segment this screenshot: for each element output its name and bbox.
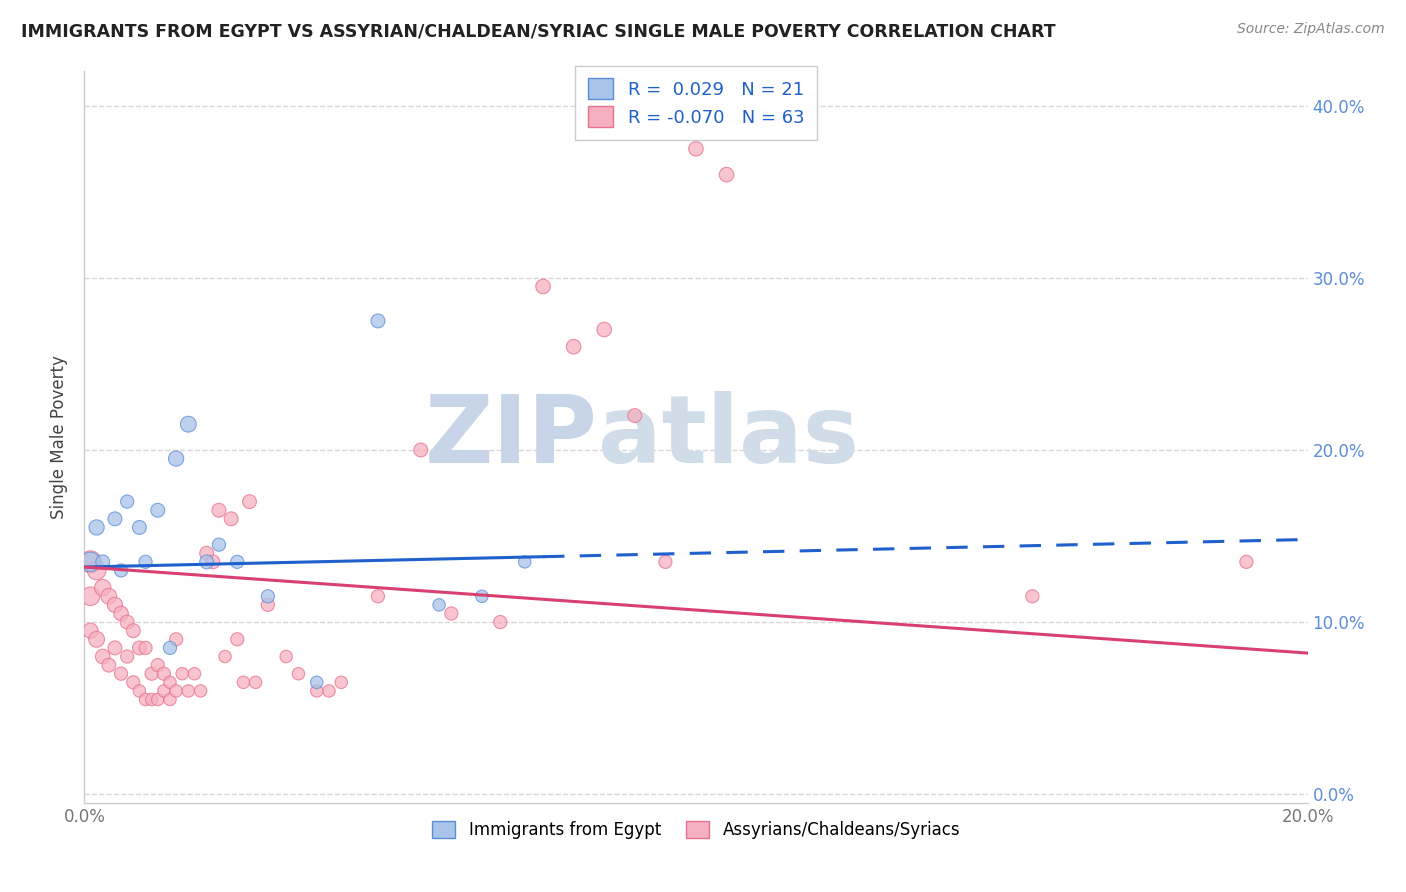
Point — [104, 640, 127, 655]
Point — [135, 692, 157, 706]
Text: ZIP: ZIP — [425, 391, 598, 483]
Point — [97, 589, 120, 603]
Point — [562, 340, 585, 354]
Point — [86, 564, 108, 578]
Point — [257, 598, 280, 612]
Point — [330, 675, 353, 690]
Point — [159, 640, 181, 655]
Point — [79, 555, 101, 569]
Point — [305, 684, 328, 698]
Point — [110, 607, 132, 621]
Point — [219, 512, 242, 526]
Point — [153, 684, 176, 698]
Point — [238, 494, 260, 508]
Point — [172, 666, 194, 681]
Point — [86, 520, 108, 534]
Point — [195, 546, 218, 560]
Point — [318, 684, 340, 698]
Point — [159, 675, 181, 690]
Point — [276, 649, 298, 664]
Point — [226, 632, 249, 647]
Point — [624, 409, 647, 423]
Point — [122, 624, 145, 638]
Point — [115, 494, 138, 508]
Point — [91, 649, 114, 664]
Point — [232, 675, 254, 690]
Point — [165, 632, 187, 647]
Point — [165, 684, 187, 698]
Point — [104, 598, 127, 612]
Point — [104, 512, 127, 526]
Point — [159, 692, 181, 706]
Point — [91, 581, 114, 595]
Point — [1236, 555, 1258, 569]
Point — [716, 168, 738, 182]
Point — [367, 314, 389, 328]
Point — [214, 649, 236, 664]
Point — [122, 675, 145, 690]
Point — [79, 589, 101, 603]
Y-axis label: Single Male Poverty: Single Male Poverty — [51, 355, 69, 519]
Point — [128, 684, 150, 698]
Point — [245, 675, 267, 690]
Point — [79, 624, 101, 638]
Point — [367, 589, 389, 603]
Text: Source: ZipAtlas.com: Source: ZipAtlas.com — [1237, 22, 1385, 37]
Point — [1021, 589, 1043, 603]
Point — [115, 615, 138, 629]
Point — [141, 692, 163, 706]
Point — [135, 640, 157, 655]
Point — [409, 442, 432, 457]
Point — [79, 555, 101, 569]
Point — [654, 555, 676, 569]
Point — [226, 555, 249, 569]
Point — [287, 666, 309, 681]
Point — [146, 658, 169, 673]
Point — [86, 632, 108, 647]
Legend: Immigrants from Egypt, Assyrians/Chaldeans/Syriacs: Immigrants from Egypt, Assyrians/Chaldea… — [425, 814, 967, 846]
Point — [208, 538, 231, 552]
Point — [593, 322, 616, 336]
Point — [513, 555, 536, 569]
Point — [128, 640, 150, 655]
Point — [531, 279, 554, 293]
Point — [177, 417, 200, 432]
Point — [110, 564, 132, 578]
Point — [685, 142, 707, 156]
Point — [190, 684, 212, 698]
Point — [110, 666, 132, 681]
Point — [146, 503, 169, 517]
Point — [489, 615, 512, 629]
Point — [183, 666, 205, 681]
Point — [208, 503, 231, 517]
Point — [91, 555, 114, 569]
Point — [195, 555, 218, 569]
Point — [305, 675, 328, 690]
Point — [471, 589, 494, 603]
Point — [135, 555, 157, 569]
Point — [201, 555, 224, 569]
Point — [146, 692, 169, 706]
Point — [115, 649, 138, 664]
Point — [165, 451, 187, 466]
Point — [141, 666, 163, 681]
Text: atlas: atlas — [598, 391, 859, 483]
Point — [440, 607, 463, 621]
Text: IMMIGRANTS FROM EGYPT VS ASSYRIAN/CHALDEAN/SYRIAC SINGLE MALE POVERTY CORRELATIO: IMMIGRANTS FROM EGYPT VS ASSYRIAN/CHALDE… — [21, 22, 1056, 40]
Point — [128, 520, 150, 534]
Point — [427, 598, 450, 612]
Point — [97, 658, 120, 673]
Point — [153, 666, 176, 681]
Point — [177, 684, 200, 698]
Point — [257, 589, 280, 603]
